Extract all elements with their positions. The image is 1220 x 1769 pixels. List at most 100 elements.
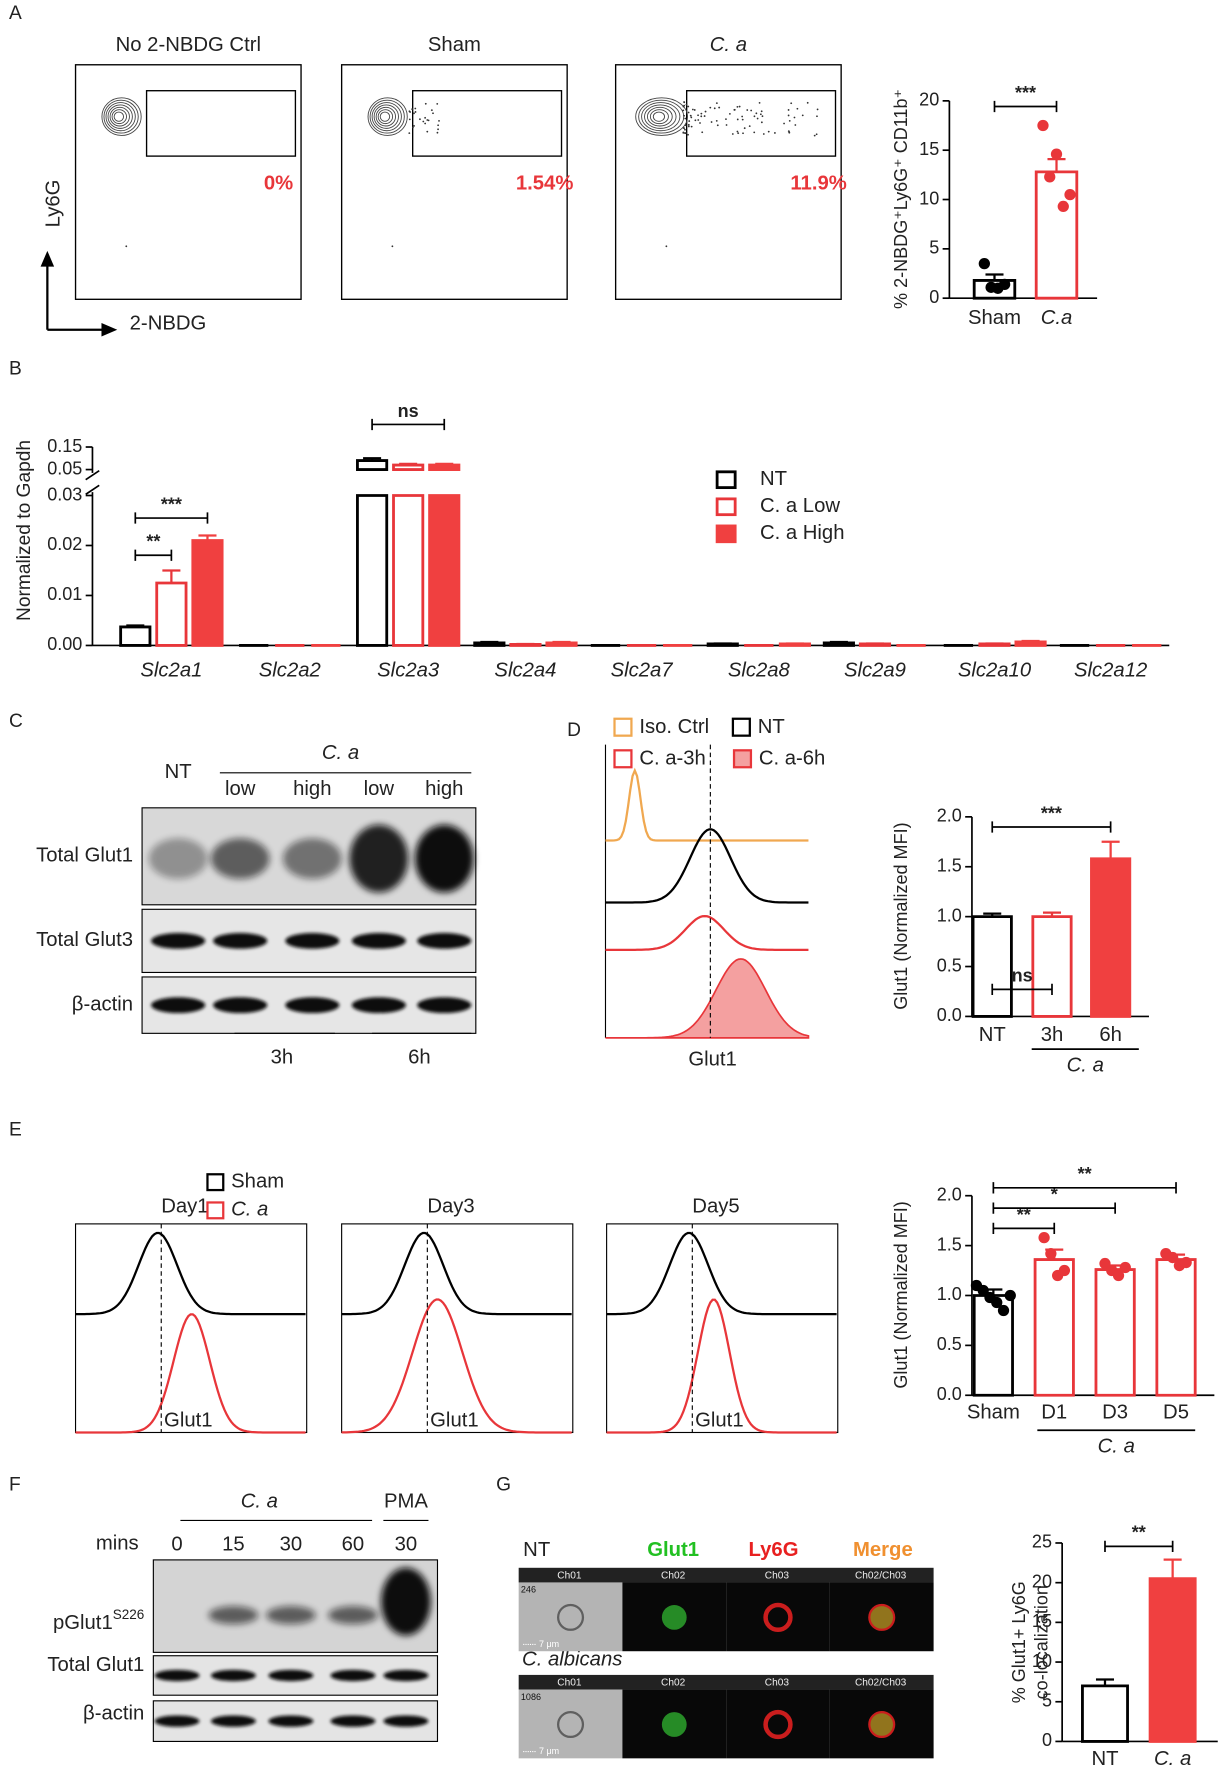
band	[383, 1715, 429, 1727]
significance-bracket	[991, 983, 1053, 995]
band	[328, 1606, 378, 1625]
contour	[644, 104, 677, 129]
error-bar	[1095, 1678, 1115, 1686]
y-axis-label: % 2-NBDG⁺Ly6G⁺ CD11b⁺	[891, 89, 911, 309]
x-tick-label: D1	[1041, 1402, 1067, 1424]
legend-label: C. a-3h	[639, 748, 706, 770]
y-tick-label: 20	[919, 90, 939, 110]
blot-row-label: β-actin	[72, 994, 133, 1016]
blot-row-label: Total Glut1	[36, 845, 133, 867]
event-dot	[718, 106, 721, 109]
event-dot	[758, 101, 761, 104]
band	[381, 1567, 431, 1636]
event-dot	[736, 118, 739, 121]
flow-title: C. a	[710, 34, 747, 56]
y-tick-label: 5	[1042, 1691, 1052, 1711]
y-tick-label: 0.00	[47, 634, 82, 654]
event-dot	[761, 115, 764, 118]
scale-label: 7 μm	[539, 1639, 559, 1649]
channel-label: Ch01	[557, 1677, 582, 1688]
event-dot	[422, 120, 425, 123]
error-bar	[480, 640, 499, 644]
legend-swatch	[715, 497, 737, 517]
event-dot	[703, 115, 706, 117]
event-dot	[413, 112, 415, 115]
event-dot	[665, 245, 668, 248]
band	[151, 997, 206, 1014]
significance-bracket	[993, 100, 1058, 113]
y-axis-label: Normalized to Gapdh	[14, 440, 35, 621]
contour	[649, 109, 669, 125]
gate-percent: 0%	[264, 173, 293, 195]
significance-label: *	[1051, 1184, 1058, 1204]
data-point	[1044, 171, 1056, 183]
time-label: mins	[96, 1532, 139, 1554]
x-tick-label: Slc2a9	[844, 660, 906, 682]
lane-label: NT	[165, 761, 192, 783]
panel-label: A	[9, 3, 22, 24]
y-tick-label: 0.02	[47, 534, 82, 554]
significance-label: **	[1078, 1164, 1092, 1184]
event-dot	[736, 130, 739, 133]
event-dot	[419, 118, 421, 121]
legend-label: C. a High	[760, 522, 845, 544]
y-axis-label: Glut1 (Normalized MFI)	[891, 1201, 911, 1388]
blot-row-label: pGlut1S226	[53, 1607, 144, 1635]
significance-bracket	[1104, 1540, 1174, 1553]
significance-label: ns	[398, 401, 419, 421]
image-cell	[726, 1689, 830, 1759]
event-dot	[689, 114, 692, 117]
bar	[1031, 915, 1073, 1018]
band	[208, 1606, 259, 1625]
axis-label: Glut1	[695, 1410, 743, 1432]
group-label: C. a	[322, 742, 359, 764]
data-point	[977, 1284, 989, 1297]
event-dot	[700, 115, 703, 118]
event-dot	[682, 109, 685, 112]
error-bar	[1021, 639, 1040, 643]
significance-label: ns	[1012, 966, 1033, 986]
legend-swatch	[206, 1201, 225, 1220]
flow-plot	[340, 64, 568, 300]
column-label: Glut1	[647, 1539, 699, 1561]
data-point	[999, 278, 1011, 291]
event-dot	[783, 122, 785, 125]
event-dot	[759, 113, 762, 116]
bar	[428, 463, 461, 647]
event-dot	[738, 105, 741, 108]
event-dot	[756, 117, 759, 120]
event-dot	[697, 114, 699, 117]
error-bar	[829, 640, 848, 644]
image-cell	[726, 1582, 830, 1652]
y-tick-label: 1.0	[937, 1284, 962, 1304]
y-tick-label: 5	[929, 238, 939, 258]
image-header	[518, 1674, 934, 1690]
error-bar	[162, 569, 181, 583]
event-dot	[426, 130, 429, 133]
event-dot	[438, 119, 440, 122]
x-tick-label: 6h	[1099, 1024, 1122, 1046]
time-label: 30	[395, 1534, 418, 1556]
x-tick-label: 3h	[1041, 1024, 1064, 1046]
significance-bracket	[992, 1222, 1056, 1235]
y-tick-label: 2.0	[937, 1184, 962, 1204]
axis-label: Glut1	[688, 1049, 736, 1071]
contour	[105, 102, 136, 132]
event-dot	[690, 116, 693, 119]
channel-label: Ch01	[557, 1570, 582, 1581]
event-dot	[687, 105, 690, 108]
event-dot	[414, 111, 417, 113]
event-dot	[762, 133, 765, 135]
contour	[377, 109, 394, 125]
histogram	[606, 1298, 837, 1434]
panel-label: E	[9, 1119, 22, 1140]
event-dot	[436, 102, 439, 105]
event-dot	[774, 132, 776, 134]
significance-bracket	[134, 512, 209, 524]
event-dot	[716, 124, 719, 127]
legend-swatch	[206, 1173, 225, 1192]
data-point	[1037, 119, 1049, 132]
band	[330, 1715, 376, 1727]
